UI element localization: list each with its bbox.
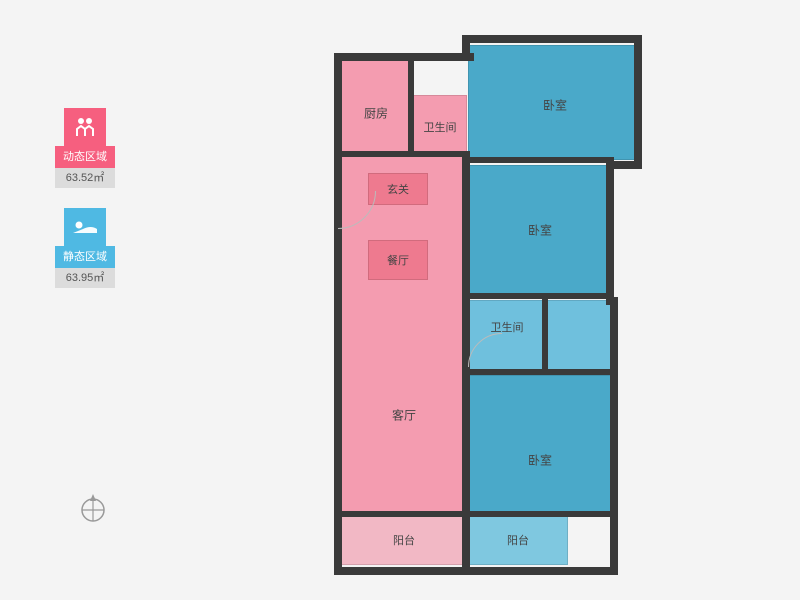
wall-1 <box>462 35 642 43</box>
floorplan: 厨房卫生间玄关餐厅客厅阳台卧室卧室卫生间卧室阳台 <box>280 15 710 580</box>
legend-static: 静态区域 63.95㎡ <box>55 208 115 288</box>
wall-15 <box>466 369 614 375</box>
wall-17 <box>542 297 548 373</box>
people-icon <box>64 108 106 146</box>
compass-icon <box>75 490 111 526</box>
room-label-balcony2: 阳台 <box>507 532 529 548</box>
wall-8 <box>334 567 618 575</box>
wall-16 <box>340 511 618 517</box>
legend-dynamic-title: 动态区域 <box>55 146 115 168</box>
room-label-bath1: 卫生间 <box>424 119 457 135</box>
wall-12 <box>340 151 470 157</box>
wall-14 <box>466 293 614 299</box>
wall-2 <box>334 53 342 573</box>
legend-dynamic: 动态区域 63.52㎡ <box>55 108 115 188</box>
room-bed3 <box>468 375 613 515</box>
room-label-bed3: 卧室 <box>528 452 552 469</box>
wall-5 <box>606 161 614 303</box>
wall-9 <box>462 35 470 61</box>
room-corridor <box>546 300 613 370</box>
legend-static-title: 静态区域 <box>55 246 115 268</box>
room-label-dining: 餐厅 <box>387 252 409 268</box>
legend-static-value: 63.95㎡ <box>55 268 115 288</box>
room-label-living: 客厅 <box>392 407 416 424</box>
wall-11 <box>408 53 414 153</box>
room-label-bed2: 卧室 <box>528 222 552 239</box>
wall-0 <box>334 53 474 61</box>
room-label-balcony1: 阳台 <box>393 532 415 548</box>
wall-13 <box>466 157 614 163</box>
wall-7 <box>610 297 618 575</box>
room-label-kitchen: 厨房 <box>364 105 388 122</box>
sleep-icon <box>64 208 106 246</box>
room-label-bath2: 卫生间 <box>491 319 524 335</box>
room-label-bed1: 卧室 <box>543 97 567 114</box>
wall-3 <box>634 35 642 167</box>
legend: 动态区域 63.52㎡ 静态区域 63.95㎡ <box>55 108 115 308</box>
room-label-entry: 玄关 <box>387 181 409 197</box>
legend-dynamic-value: 63.52㎡ <box>55 168 115 188</box>
